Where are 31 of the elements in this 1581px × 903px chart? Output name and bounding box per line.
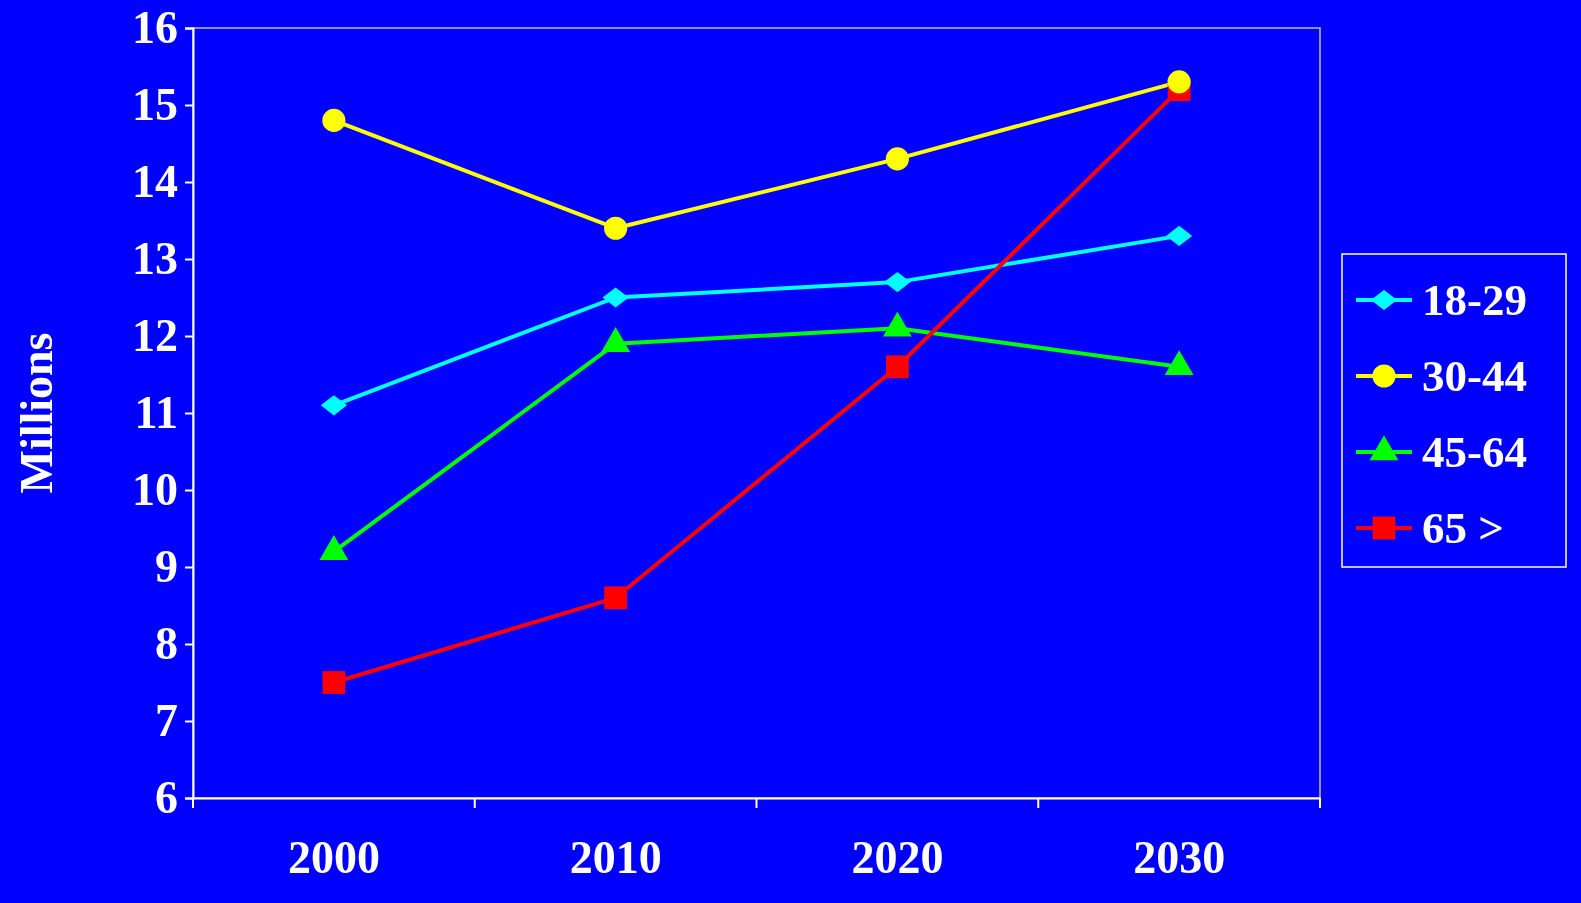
point: [885, 147, 909, 171]
y-tick-label: 6: [155, 772, 178, 824]
point: [1167, 70, 1191, 94]
point: [602, 287, 629, 308]
y-tick-label: 10: [132, 464, 178, 516]
x-tick-label: 2010: [569, 832, 662, 883]
y-tick-label: 12: [132, 310, 178, 362]
legend-label: 30-44: [1422, 351, 1527, 401]
legend-label: 18-29: [1422, 275, 1527, 325]
y-tick-label: 14: [132, 156, 178, 208]
x-tick-label: 2030: [1133, 832, 1226, 883]
point: [885, 355, 909, 379]
y-tick-label: 9: [155, 541, 178, 593]
point: [322, 108, 346, 132]
point: [1166, 225, 1193, 246]
legend-label: 45-64: [1422, 427, 1527, 477]
y-tick-label: 13: [132, 233, 178, 285]
point: [320, 395, 347, 416]
point: [604, 586, 628, 610]
y-tick-label: 15: [132, 79, 178, 131]
point: [884, 272, 911, 293]
legend-label: 65 >: [1422, 503, 1504, 553]
y-tick-label: 16: [132, 2, 178, 54]
point: [604, 216, 628, 240]
y-tick-label: 11: [134, 387, 178, 439]
y-tick-label: 8: [155, 618, 178, 670]
y-tick-label: 7: [155, 695, 178, 747]
x-tick-label: 2020: [851, 832, 944, 883]
y-axis-title: Millions: [11, 332, 62, 494]
x-tick-label: 2000: [287, 832, 380, 883]
point: [322, 671, 346, 694]
